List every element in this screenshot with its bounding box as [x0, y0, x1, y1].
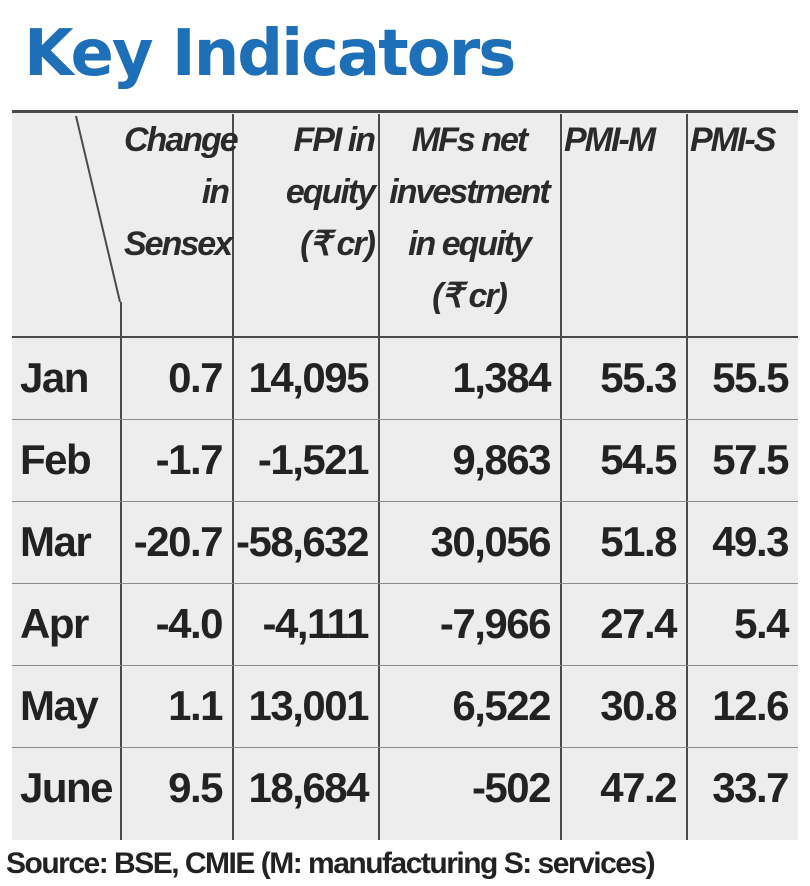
- table-cell: 30,056: [430, 518, 552, 565]
- table-cell: -1.7: [155, 436, 224, 483]
- table-cell: 57.5: [712, 436, 789, 483]
- table-cell: 1.1: [168, 682, 223, 729]
- column-rule: [560, 114, 562, 840]
- column-header: PMI-M: [564, 121, 656, 159]
- header-bottom-rule: [12, 336, 798, 338]
- corner-diagonal-line: [75, 115, 121, 303]
- source-note: Source: BSE, CMIE (M: manufacturing S: s…: [6, 847, 656, 880]
- table-cell: 55.5: [712, 354, 789, 401]
- row-rule: [12, 583, 798, 584]
- column-rule: [686, 114, 688, 840]
- row-label: May: [20, 682, 99, 729]
- column-rule: [378, 114, 380, 840]
- table-cell: 27.4: [600, 600, 677, 647]
- page-title: Key Indicators: [24, 17, 516, 91]
- table-cell: 6,522: [452, 682, 551, 729]
- table-cell: 49.3: [712, 518, 789, 565]
- table-cell: 9,863: [452, 436, 551, 483]
- table-cell: 5.4: [734, 600, 789, 647]
- row-rule: [12, 747, 798, 748]
- table-cell: -1,521: [257, 436, 370, 483]
- table-cell: 0.7: [168, 354, 223, 401]
- column-rule: [232, 114, 234, 840]
- table-cell: 13,001: [248, 682, 370, 729]
- column-header: PMI-S: [690, 121, 776, 159]
- table-cell: 47.2: [600, 764, 677, 811]
- table-cell: 9.5: [168, 764, 223, 811]
- table-cell: 51.8: [600, 518, 677, 565]
- table-top-rule: [12, 110, 798, 113]
- table-cell: -4.0: [155, 600, 224, 647]
- corner-diagonal: [75, 115, 121, 303]
- row-rule: [12, 419, 798, 420]
- row-label: Jan: [20, 354, 89, 401]
- table-cell: 54.5: [600, 436, 677, 483]
- column-header: FPI in equity (₹ cr): [285, 121, 376, 263]
- table-cell: 33.7: [712, 764, 789, 811]
- indicators-table: Change in Sensex FPI in equity (₹ cr) MFs …: [12, 110, 798, 840]
- table-cell: -20.7: [133, 518, 224, 565]
- table-cell: 55.3: [600, 354, 677, 401]
- table-cell: 1,384: [452, 354, 551, 401]
- table-cell: -502: [471, 764, 552, 811]
- row-rule: [12, 665, 798, 666]
- row-label: Mar: [20, 518, 92, 565]
- table-cell: -4,111: [262, 600, 370, 647]
- column-header: MFs net investment in equity (₹ cr): [389, 121, 551, 315]
- table-cell: -7,966: [439, 600, 552, 647]
- row-label: Apr: [20, 600, 89, 647]
- row-label: Feb: [20, 436, 92, 483]
- table-cell: 18,684: [248, 764, 370, 811]
- row-rule: [12, 501, 798, 502]
- row-label: June: [20, 764, 114, 811]
- table-cell: 30.8: [600, 682, 677, 729]
- table-cell: 14,095: [248, 354, 370, 401]
- column-rule: [120, 302, 122, 840]
- column-header: Change in Sensex: [124, 121, 239, 263]
- table-cell: -58,632: [236, 518, 369, 565]
- table-cell: 12.6: [712, 682, 789, 729]
